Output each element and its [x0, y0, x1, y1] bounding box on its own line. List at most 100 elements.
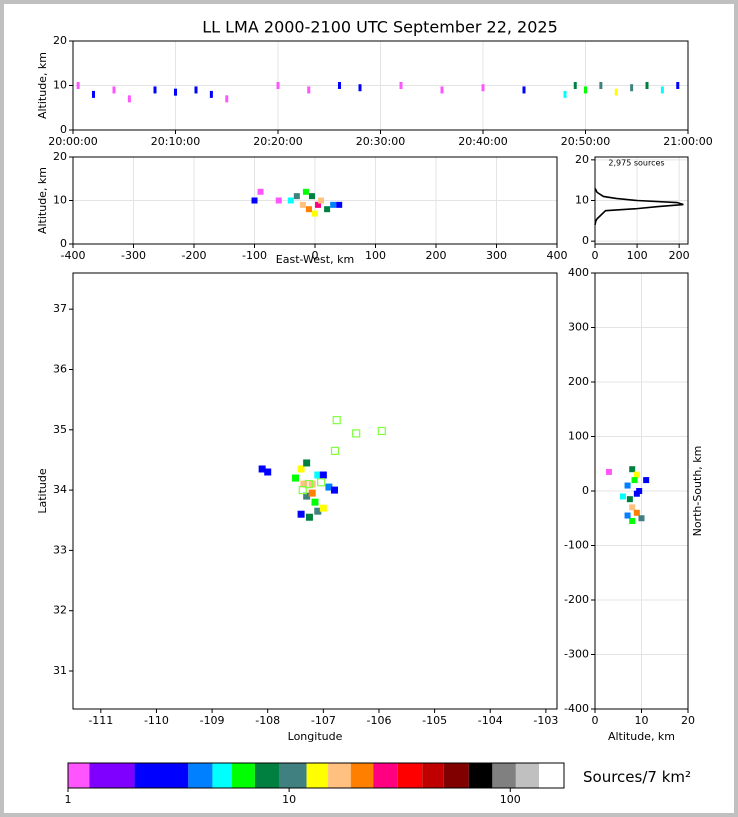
colorbar-bin — [397, 763, 423, 788]
y-tick-label: 35 — [53, 423, 67, 436]
source-cell — [194, 86, 198, 94]
source-cell — [440, 86, 444, 94]
station — [330, 446, 340, 455]
source-cell — [209, 90, 213, 98]
altitude-profile — [594, 187, 684, 226]
y-axis-label: North-South, km — [691, 446, 704, 537]
source-cell — [638, 515, 645, 522]
source-cell — [629, 504, 636, 511]
source-cell — [318, 197, 325, 204]
y-tick-label: 100 — [568, 430, 589, 443]
colorbar-bin — [188, 763, 213, 788]
y-tick-label: 10 — [53, 79, 67, 92]
station — [317, 478, 326, 487]
y-axis-label: Altitude, km — [36, 52, 49, 119]
source-cell — [92, 90, 95, 98]
source-cell — [264, 468, 272, 476]
colorbar-bin — [89, 763, 135, 788]
source-cell — [300, 480, 308, 488]
x-tick-label: 20:20:00 — [253, 135, 302, 148]
source-cell — [619, 493, 626, 500]
colorbar-bin — [539, 763, 564, 788]
source-cell — [643, 477, 650, 484]
source-cell — [633, 471, 640, 478]
x-tick-label: -111 — [88, 714, 113, 727]
source-cell — [676, 82, 680, 89]
plot-frame — [72, 156, 558, 245]
x-tick-label: 200 — [669, 249, 690, 262]
source-cell — [624, 482, 631, 489]
x-tick-label: 200 — [426, 249, 447, 262]
source-cell — [305, 206, 312, 213]
source-cell — [636, 488, 643, 494]
plot-frame — [594, 272, 689, 710]
source-cell — [257, 188, 264, 195]
source-cell — [330, 486, 338, 494]
source-cell — [307, 86, 311, 94]
source-cell — [314, 507, 322, 515]
x-tick-label: 0 — [592, 249, 599, 262]
station — [352, 429, 361, 438]
source-cell — [630, 84, 634, 92]
source-cell — [624, 512, 631, 519]
source-cell — [633, 509, 640, 516]
annotation: 2,975 sources — [608, 159, 664, 168]
colorbar-bin — [350, 763, 374, 788]
x-tick-label: 20 — [681, 714, 695, 727]
x-tick-label: 10 — [635, 714, 649, 727]
colorbar-bin — [468, 763, 493, 788]
source-cell — [325, 483, 333, 491]
source-cell — [358, 84, 362, 92]
y-tick-label: 0 — [582, 484, 589, 497]
x-tick-label: -108 — [255, 714, 280, 727]
y-tick-label: 31 — [53, 664, 67, 677]
source-cell — [481, 84, 485, 92]
source-cell — [312, 210, 318, 217]
colorbar-bin — [515, 763, 540, 788]
y-axis-label: Altitude, km — [36, 167, 49, 234]
source-cell — [303, 459, 311, 467]
y-tick-label: 32 — [53, 604, 67, 617]
x-axis-label: Altitude, km — [608, 730, 675, 743]
station — [377, 426, 386, 436]
x-tick-label: 20:30:00 — [356, 135, 405, 148]
source-cell — [573, 82, 577, 89]
source-cell — [319, 471, 327, 479]
plot-frame — [594, 156, 689, 245]
x-tick-label: 20:40:00 — [458, 135, 507, 148]
source-cell — [251, 197, 258, 204]
source-cell — [399, 82, 403, 89]
y-tick-label: 20 — [53, 150, 67, 163]
source-cell — [614, 88, 618, 96]
y-tick-label: 0 — [60, 237, 67, 250]
source-cell — [629, 466, 636, 473]
source-cell — [314, 471, 322, 479]
source-cell — [324, 206, 331, 213]
x-tick-label: 0 — [312, 249, 319, 262]
y-tick-label: 300 — [568, 321, 589, 334]
x-tick-label: 1 — [65, 793, 72, 806]
source-cell — [76, 82, 80, 89]
colorbar-bin — [68, 763, 90, 788]
source-cell — [302, 188, 309, 195]
y-tick-label: 20 — [575, 153, 589, 166]
y-tick-label: -100 — [564, 539, 589, 552]
source-cell — [258, 465, 266, 473]
source-cell — [315, 201, 322, 208]
x-tick-label: 20:50:00 — [561, 135, 610, 148]
y-tick-label: 10 — [53, 194, 67, 207]
y-tick-label: 0 — [60, 123, 67, 136]
x-tick-label: 100 — [365, 249, 386, 262]
source-cell — [660, 86, 664, 94]
source-cell — [293, 193, 300, 200]
colorbar-bin — [373, 763, 398, 788]
source-cell — [626, 496, 633, 503]
y-tick-label: -400 — [564, 702, 589, 715]
y-axis-label: Latitude — [36, 468, 49, 514]
source-cell — [605, 468, 612, 475]
colorbar-frame — [67, 762, 565, 789]
source-cell — [297, 465, 305, 473]
station — [298, 485, 307, 495]
x-tick-label: -200 — [182, 249, 207, 262]
